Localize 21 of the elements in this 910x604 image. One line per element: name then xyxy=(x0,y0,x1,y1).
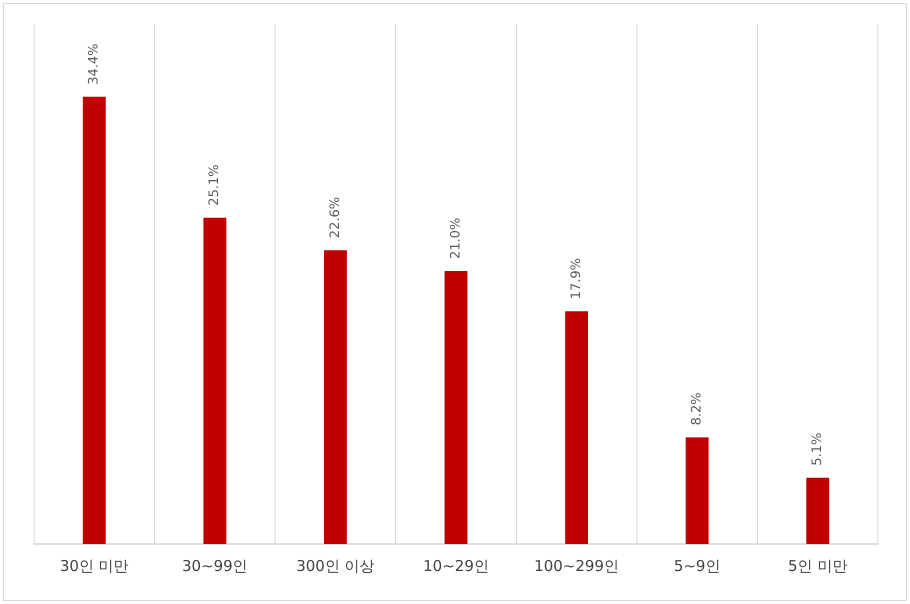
bar xyxy=(203,218,226,544)
bar xyxy=(82,96,106,544)
bar xyxy=(444,271,468,544)
x-tick-label: 30인 미만 xyxy=(60,556,129,575)
bar xyxy=(686,437,709,544)
x-tick-label: 5~9인 xyxy=(674,556,720,575)
x-tick-label: 300인 이상 xyxy=(296,556,375,575)
x-tick-label: 10~29인 xyxy=(423,556,489,575)
x-tick-label: 30~99인 xyxy=(182,556,248,575)
data-label: 22.6% xyxy=(328,196,343,238)
data-label: 34.4% xyxy=(86,43,102,85)
bar xyxy=(324,250,347,544)
bar xyxy=(565,311,588,544)
x-tick-label: 100~299인 xyxy=(534,556,619,575)
bar xyxy=(806,478,830,544)
x-tick-label: 5인 미만 xyxy=(788,556,848,575)
data-label: 17.9% xyxy=(568,258,584,300)
data-label: 8.2% xyxy=(690,392,705,426)
data-label: 25.1% xyxy=(207,164,222,206)
data-label: 5.1% xyxy=(810,432,826,466)
data-label: 21.0% xyxy=(448,218,464,259)
